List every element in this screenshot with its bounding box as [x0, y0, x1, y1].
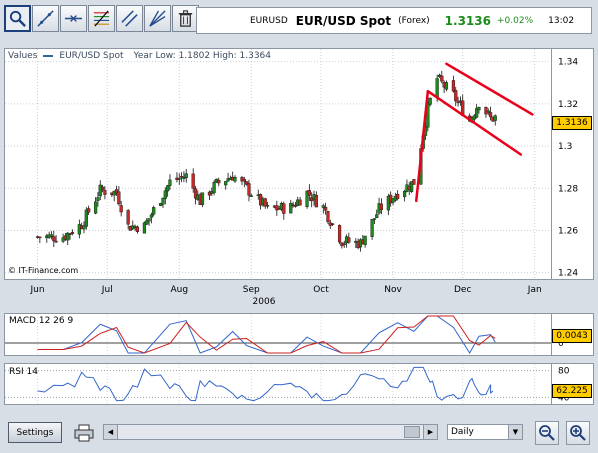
x-tick-label: Jun	[29, 285, 44, 295]
delete-button[interactable]	[172, 5, 199, 32]
rsi-value-tag: 62.225	[552, 384, 592, 398]
quote-symbol: EURUSD	[250, 15, 288, 26]
quote-price: 1.3136	[444, 13, 491, 28]
channel-tool-button[interactable]	[116, 5, 143, 32]
scroll-left-button[interactable]: ◀	[104, 425, 118, 439]
channel-tool-icon	[121, 10, 138, 27]
macd-label: MACD 12 26 9	[9, 316, 74, 326]
year-range: Year Low: 1.1802 High: 1.3364	[133, 51, 271, 61]
macd-panel[interactable]	[4, 313, 552, 356]
series-swatch	[43, 55, 54, 57]
quote-bar: EURUSD EUR/USD Spot (Forex) 1.3136 +0.02…	[196, 7, 592, 34]
period-select[interactable]: Daily ▼	[447, 424, 523, 440]
price-chart-panel[interactable]	[4, 48, 552, 280]
scroll-right-button[interactable]: ▶	[423, 425, 437, 439]
horizontal-line-tool-icon	[64, 15, 83, 22]
trash-icon	[178, 10, 193, 27]
chart-legend: Values EUR/USD Spot Year Low: 1.1802 Hig…	[8, 51, 271, 61]
bottom-controls: Settings ◀ ▶ Daily ▼	[0, 421, 598, 449]
x-tick-label: Dec	[454, 285, 471, 295]
fan-tool-button[interactable]	[144, 5, 171, 32]
quote-name: EUR/USD Spot	[295, 13, 392, 28]
settings-button[interactable]: Settings	[8, 422, 62, 443]
macd-value-tag: 0.0043	[552, 329, 592, 343]
scroll-thumb[interactable]	[404, 426, 420, 438]
horizontal-line-tool-button[interactable]	[60, 5, 87, 32]
x-tick-label: Oct	[313, 285, 329, 295]
print-button[interactable]	[72, 422, 96, 443]
printer-icon	[74, 424, 94, 441]
price-axis	[552, 48, 594, 280]
x-tick-label: Sep	[243, 285, 260, 295]
x-tick-label: Nov	[384, 285, 402, 295]
fan-tool-icon	[149, 10, 166, 27]
last-price-tag: 1.3136	[552, 116, 592, 130]
zoom-out-button[interactable]	[535, 421, 559, 445]
fibonacci-tool-button[interactable]	[88, 5, 115, 32]
time-scrollbar[interactable]: ◀ ▶	[103, 424, 438, 440]
x-tick-label: Aug	[170, 285, 188, 295]
right-arrow-icon: ▶	[427, 428, 434, 436]
quote-exchange: (Forex)	[398, 15, 430, 26]
rsi-panel[interactable]	[4, 363, 552, 405]
quote-change: +0.02%	[496, 15, 534, 26]
values-label: Values	[8, 51, 38, 61]
series-name: EUR/USD Spot	[59, 51, 124, 61]
x-tick-label: Jul	[101, 285, 113, 295]
zoom-tool-icon	[9, 10, 26, 27]
quote-time: 13:02	[548, 15, 575, 26]
zoom-in-icon	[570, 425, 586, 441]
left-arrow-icon: ◀	[107, 428, 114, 436]
zoom-in-button[interactable]	[566, 421, 590, 445]
x-axis-year: 2006	[252, 297, 276, 307]
rsi-label: RSI 14	[9, 367, 38, 377]
period-value: Daily	[451, 427, 474, 437]
chart-credit: © IT-Finance.com	[8, 266, 79, 275]
zoom-out-icon	[539, 425, 555, 441]
x-tick-label: Jan	[527, 285, 542, 295]
chevron-down-icon: ▼	[508, 425, 522, 439]
drawing-toolbar	[4, 5, 200, 35]
zoom-tool-button[interactable]	[4, 5, 31, 32]
trendline-tool-button[interactable]	[32, 5, 59, 32]
fibonacci-tool-icon	[93, 10, 110, 27]
trendline-tool-icon	[37, 10, 54, 27]
